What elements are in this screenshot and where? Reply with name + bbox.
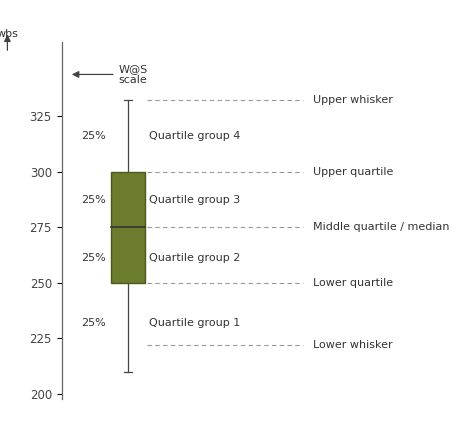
Text: 25%: 25% [81, 318, 106, 328]
Text: Upper quartile: Upper quartile [313, 167, 393, 176]
Text: 25%: 25% [81, 195, 106, 206]
Text: 25%: 25% [81, 131, 106, 141]
Text: W@S
scale: W@S scale [118, 64, 147, 85]
Text: Quartile group 1: Quartile group 1 [149, 318, 240, 328]
Text: Quartile group 3: Quartile group 3 [149, 195, 240, 206]
Text: Lower whisker: Lower whisker [313, 340, 392, 350]
Text: Upper whisker: Upper whisker [313, 95, 393, 105]
Text: 25%: 25% [81, 253, 106, 263]
Text: Middle quartile / median: Middle quartile / median [313, 222, 449, 232]
Bar [111, 171, 146, 283]
Text: Quartile group 2: Quartile group 2 [149, 253, 240, 263]
Text: Lower quartile: Lower quartile [313, 278, 393, 288]
Text: Quartile group 4: Quartile group 4 [149, 131, 240, 141]
Text: wbs: wbs [0, 29, 18, 39]
